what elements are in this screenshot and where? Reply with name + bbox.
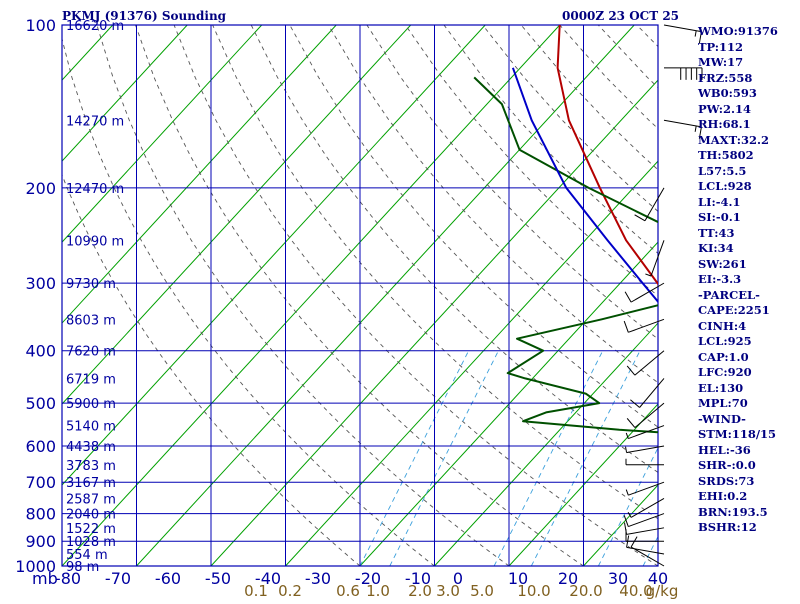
dry-adiabat-line xyxy=(174,25,658,566)
height-label: 3783 m xyxy=(66,459,116,474)
wind-barb xyxy=(664,120,701,138)
index-item: MAXT:32.2 xyxy=(698,133,778,149)
index-item: SHR-:0.0 xyxy=(698,458,778,474)
index-item: TT:43 xyxy=(698,226,778,242)
mixing-ratio-line xyxy=(598,351,707,566)
index-item: EL:130 xyxy=(698,381,778,397)
index-item: L57:5.5 xyxy=(698,164,778,180)
pressure-tick-label: 100 xyxy=(25,16,56,35)
index-item: STM:118/15 xyxy=(698,427,778,443)
index-item: -WIND- xyxy=(698,412,778,428)
wind-barb xyxy=(664,25,701,43)
mixing-ratio-label: 3.0 xyxy=(436,582,460,600)
chart-datetime: 0000Z 23 OCT 25 xyxy=(562,9,679,23)
index-item: -PARCEL- xyxy=(698,288,778,304)
mixing-ratio-label: 10.0 xyxy=(517,582,550,600)
index-item: TH:5802 xyxy=(698,148,778,164)
height-label: 2587 m xyxy=(66,492,116,507)
index-item: LFC:920 xyxy=(698,365,778,381)
height-label: 6719 m xyxy=(66,372,116,387)
mixing-ratio-line xyxy=(531,351,640,566)
index-item: WMO:91376 xyxy=(698,24,778,40)
mixing-ratio-label: 1.0 xyxy=(366,582,390,600)
mixing-ratio-line xyxy=(390,351,499,566)
pressure-tick-label: 800 xyxy=(25,505,56,524)
index-item: MW:17 xyxy=(698,55,778,71)
pressure-tick-label: 300 xyxy=(25,274,56,293)
index-item: LCL:925 xyxy=(698,334,778,350)
height-label: 8603 m xyxy=(66,313,116,328)
index-item: BSHR:12 xyxy=(698,520,778,536)
temperature-tick-label: -50 xyxy=(205,569,231,588)
mixing-ratio-label: g/kg xyxy=(646,582,679,600)
height-label: 5140 m xyxy=(66,420,116,435)
index-item: MPL:70 xyxy=(698,396,778,412)
height-label: 3167 m xyxy=(66,476,116,491)
height-label: 4438 m xyxy=(66,440,116,455)
height-label: 2040 m xyxy=(66,508,116,523)
index-item: BRN:193.5 xyxy=(698,505,778,521)
pressure-tick-label: 900 xyxy=(25,532,56,551)
temperature-tick-label: -80 xyxy=(55,569,81,588)
index-item: KI:34 xyxy=(698,241,778,257)
mixing-ratio-label: 2.0 xyxy=(408,582,432,600)
dry-adiabat-line xyxy=(213,25,733,566)
dry-adiabat-line xyxy=(97,25,509,566)
height-label: 14270 m xyxy=(66,114,124,129)
index-item: SI:-0.1 xyxy=(698,210,778,226)
temperature-tick-label: -60 xyxy=(155,569,181,588)
pressure-tick-label: 500 xyxy=(25,394,56,413)
index-item: FRZ:558 xyxy=(698,71,778,87)
pressure-tick-label: 600 xyxy=(25,437,56,456)
index-item: EI:-3.3 xyxy=(698,272,778,288)
height-label: 7620 m xyxy=(66,345,116,360)
pressure-tick-label: 200 xyxy=(25,179,56,198)
temperature-tick-label: -70 xyxy=(105,569,131,588)
index-item: LI:-4.1 xyxy=(698,195,778,211)
dry-adiabat-line xyxy=(791,25,800,566)
index-item: EHI:0.2 xyxy=(698,489,778,505)
mixing-ratio-label: 0.1 xyxy=(244,582,268,600)
mixing-ratio-label: 0.6 xyxy=(336,582,360,600)
x-axis-unit: mb xyxy=(32,569,58,588)
index-item: SRDS:73 xyxy=(698,474,778,490)
index-item: PW:2.14 xyxy=(698,102,778,118)
index-item: RH:68.1 xyxy=(698,117,778,133)
index-item: TP:112 xyxy=(698,40,778,56)
mixing-ratio-line xyxy=(494,351,603,566)
mixing-ratio-label: 20.0 xyxy=(569,582,602,600)
height-label: 12470 m xyxy=(66,182,124,197)
index-item: CAPE:2251 xyxy=(698,303,778,319)
mixing-ratio-line xyxy=(785,351,800,566)
mixing-ratio-label: 5.0 xyxy=(470,582,494,600)
index-item: CINH:4 xyxy=(698,319,778,335)
index-item: LCL:928 xyxy=(698,179,778,195)
mixing-ratio-label: 0.2 xyxy=(278,582,302,600)
index-item: WB0:593 xyxy=(698,86,778,102)
height-label: 9730 m xyxy=(66,277,116,292)
height-label: 5900 m xyxy=(66,397,116,412)
wind-barb xyxy=(628,498,664,517)
wind-barb xyxy=(664,68,702,80)
pressure-tick-label: 700 xyxy=(25,473,56,492)
temperature-tick-label: -30 xyxy=(305,569,331,588)
height-label: 10990 m xyxy=(66,234,124,249)
index-item: CAP:1.0 xyxy=(698,350,778,366)
index-item: SW:261 xyxy=(698,257,778,273)
chart-title: PKMJ (91376) Sounding xyxy=(62,9,226,23)
pressure-tick-label: 400 xyxy=(25,342,56,361)
index-item: HEL:-36 xyxy=(698,443,778,459)
